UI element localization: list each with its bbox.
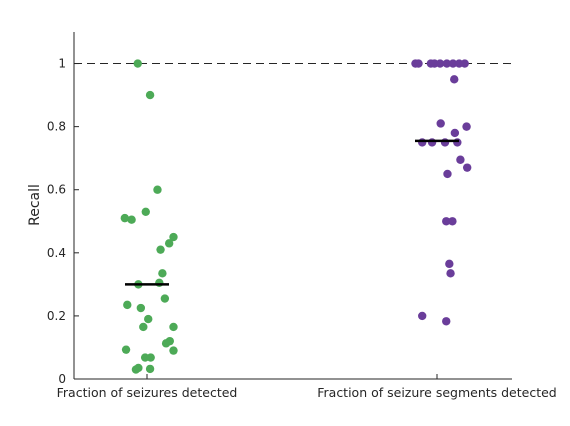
data-point — [131, 365, 141, 374]
y-tick-label: 1 — [58, 57, 66, 71]
x-category-label: Fraction of seizure segments detected — [317, 385, 557, 400]
data-point — [169, 232, 178, 242]
data-point — [156, 245, 165, 254]
axis-layer: 0 0.2 0.4 0.6 0.8 1 Fraction of seizures detec… — [47, 32, 557, 400]
data-point — [460, 59, 469, 68]
data-point — [435, 59, 445, 68]
median-layer — [125, 139, 459, 286]
data-point — [448, 59, 458, 68]
data-point — [141, 207, 150, 217]
data-point — [453, 138, 462, 147]
data-point — [123, 300, 132, 310]
y-axis-title: Recall — [27, 184, 43, 226]
data-point — [169, 322, 178, 332]
data-point — [164, 239, 174, 248]
data-point — [450, 75, 459, 84]
y-tick-label: 0.8 — [47, 120, 66, 134]
data-point — [127, 215, 136, 224]
data-point — [440, 138, 450, 147]
data-point — [120, 213, 130, 223]
x-category-label: Fraction of seizures detected — [57, 385, 238, 400]
data-point — [161, 339, 171, 348]
data-point — [445, 259, 454, 269]
y-tick-label: 0.2 — [47, 309, 66, 323]
data-point — [144, 314, 153, 324]
data-point — [456, 155, 465, 164]
data-point — [418, 138, 427, 147]
data-point — [139, 322, 148, 332]
y-tick-label: 0.6 — [47, 183, 66, 197]
data-point — [121, 345, 131, 354]
data-point — [462, 122, 471, 131]
data-point — [140, 353, 150, 362]
data-point — [442, 317, 451, 326]
points-layer — [120, 59, 472, 374]
data-point — [443, 169, 452, 179]
data-point — [436, 119, 445, 128]
data-point — [442, 59, 452, 68]
data-point — [448, 217, 457, 226]
data-point — [442, 217, 451, 226]
data-point — [133, 59, 142, 68]
data-point — [160, 294, 170, 303]
data-point — [450, 128, 460, 138]
data-point — [462, 163, 472, 172]
data-point — [153, 185, 162, 194]
data-point — [418, 311, 427, 321]
data-point — [446, 269, 455, 278]
data-point — [145, 364, 155, 374]
data-point — [155, 278, 164, 287]
data-point — [169, 346, 178, 355]
data-point — [136, 303, 146, 313]
data-point — [414, 59, 423, 68]
data-point — [427, 138, 437, 147]
data-point — [158, 269, 167, 278]
y-tick-label: 0.4 — [47, 246, 66, 260]
y-tick-label: 0 — [58, 372, 66, 386]
data-point — [145, 90, 155, 100]
